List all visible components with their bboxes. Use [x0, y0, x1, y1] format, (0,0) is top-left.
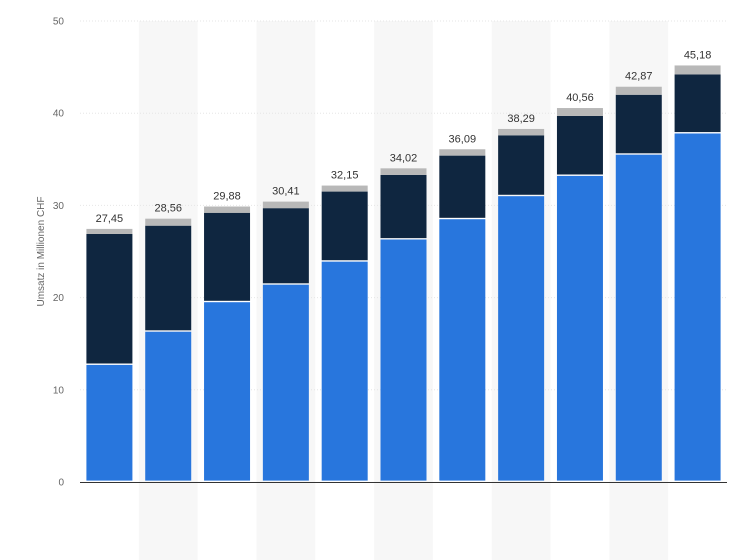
bar-segment: [674, 133, 721, 481]
bar-segment: [615, 94, 662, 154]
y-tick-label: 50: [53, 17, 65, 28]
y-axis-ticks: 0 10 20 30 40 50: [53, 17, 65, 489]
bar-segment: [439, 155, 486, 218]
bar-segment: [145, 218, 192, 226]
bar-total-label: 36,09: [449, 133, 477, 145]
y-tick-label: 10: [53, 385, 65, 396]
bar-total-label: 28,56: [154, 203, 182, 215]
bar-segment: [204, 212, 251, 301]
bar-segment: [498, 135, 545, 195]
bar-segment: [204, 206, 251, 213]
bar-segment: [262, 208, 309, 284]
bar-segment: [439, 149, 486, 156]
y-axis-title: Umsatz in Millionen CHF: [36, 196, 47, 306]
bars: [86, 65, 721, 481]
bar-total-label: 27,45: [96, 213, 124, 225]
bar-total-label: 30,41: [272, 186, 300, 198]
bar-total-label: 38,29: [507, 113, 535, 125]
bar-segment: [262, 201, 309, 209]
bar-segment: [615, 86, 662, 95]
bar-segment: [380, 168, 427, 175]
bar-segment: [380, 174, 427, 239]
y-tick-label: 20: [53, 293, 65, 304]
bar-segment: [321, 261, 368, 481]
bar-segment: [380, 239, 427, 481]
bar-total-label: 32,15: [331, 170, 359, 182]
bar-segment: [498, 196, 545, 481]
bar-segment: [498, 128, 545, 136]
total-labels: 27,45 28,56 29,88 30,41 32,15 34,02 36,09 38,29…: [96, 49, 712, 224]
y-tick-label: 40: [53, 109, 65, 120]
bar-segment: [145, 225, 192, 331]
bar-segment: [145, 331, 192, 481]
bar-total-label: 45,18: [684, 49, 712, 61]
bar-segment: [556, 108, 603, 116]
y-tick-label: 30: [53, 201, 65, 212]
bar-segment: [204, 302, 251, 481]
bar-segment: [556, 115, 603, 175]
bar-segment: [674, 65, 721, 75]
bar-segment: [321, 185, 368, 192]
bar-total-label: 40,56: [566, 92, 594, 104]
bar-total-label: 29,88: [213, 191, 241, 203]
bar-total-label: 34,02: [390, 152, 418, 164]
bar-segment: [262, 284, 309, 481]
bar-segment: [86, 233, 133, 364]
bar-segment: [86, 228, 133, 234]
bar-segment: [615, 154, 662, 481]
bar-segment: [439, 219, 486, 481]
y-tick-label: 0: [58, 478, 64, 489]
bar-segment: [321, 191, 368, 261]
bar-segment: [86, 364, 133, 481]
bar-total-label: 42,87: [625, 71, 653, 83]
bar-segment: [556, 175, 603, 481]
bar-segment: [674, 74, 721, 133]
